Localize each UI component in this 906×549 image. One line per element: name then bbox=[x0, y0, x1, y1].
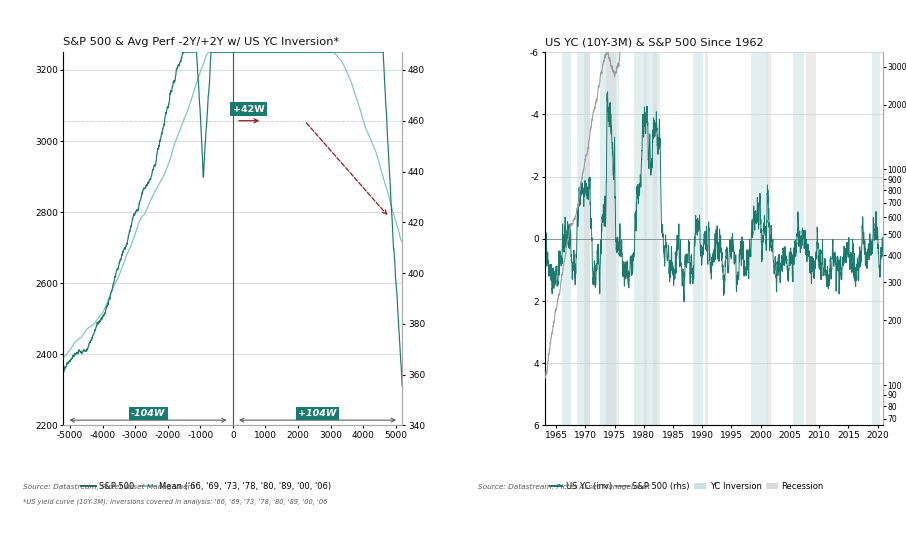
Bar bbox=[644, 52, 647, 425]
Text: S&P 500 & Avg Perf -2Y/+2Y w/ US YC Inversion*: S&P 500 & Avg Perf -2Y/+2Y w/ US YC Inve… bbox=[63, 37, 340, 47]
Bar bbox=[793, 52, 805, 425]
Bar bbox=[806, 52, 816, 425]
Text: +104W: +104W bbox=[298, 409, 337, 418]
Bar bbox=[878, 52, 880, 425]
Bar bbox=[872, 52, 878, 425]
Text: +42W: +42W bbox=[233, 105, 265, 114]
Text: *US yield curve (10Y-3M); inversions covered in analysis: '66, '69, '73, '78, '8: *US yield curve (10Y-3M); inversions cov… bbox=[23, 498, 327, 505]
Bar bbox=[705, 52, 708, 425]
Text: -104W: -104W bbox=[131, 409, 165, 418]
Bar bbox=[634, 52, 660, 425]
Bar bbox=[606, 52, 616, 425]
Bar bbox=[600, 52, 620, 425]
Legend: US YC (inv), S&P 500 (rhs), YC Inversion, Recession: US YC (inv), S&P 500 (rhs), YC Inversion… bbox=[546, 478, 827, 494]
Bar bbox=[751, 52, 768, 425]
Bar bbox=[693, 52, 703, 425]
Bar bbox=[652, 52, 657, 425]
Bar bbox=[576, 52, 590, 425]
Bar bbox=[562, 52, 571, 425]
Text: Source: Datastream, Pictet Asset Management: Source: Datastream, Pictet Asset Managem… bbox=[23, 484, 195, 490]
Bar bbox=[766, 52, 771, 425]
Text: Source: Datastream, Pictet Asset Management: Source: Datastream, Pictet Asset Managem… bbox=[478, 484, 651, 490]
Bar bbox=[584, 52, 590, 425]
Text: US YC (10Y-3M) & S&P 500 Since 1962: US YC (10Y-3M) & S&P 500 Since 1962 bbox=[545, 37, 763, 47]
Legend: S&P 500, Mean ('66, '69, '73, '78, '80, '89, '00, '06): S&P 500, Mean ('66, '69, '73, '78, '80, … bbox=[77, 478, 334, 494]
